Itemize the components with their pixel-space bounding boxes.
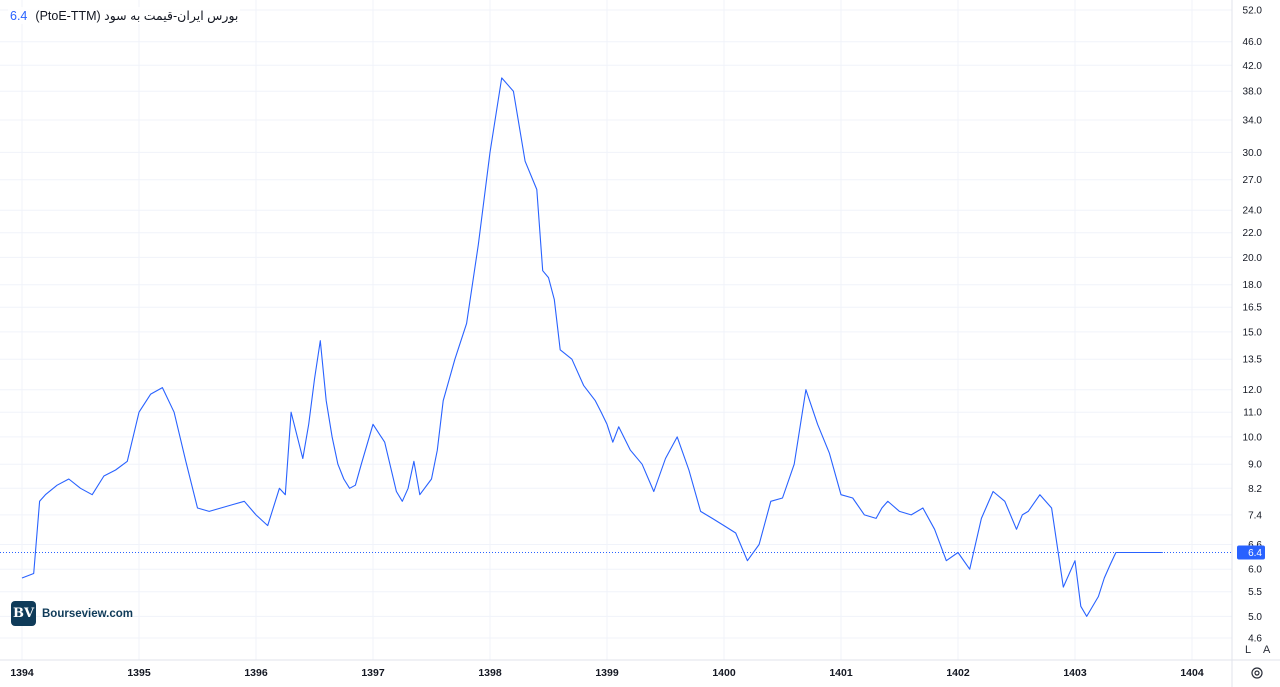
- series-line: [21, 77, 1163, 617]
- last-value-badge: [1237, 545, 1265, 560]
- series-line-layer: [0, 77, 1232, 617]
- grid: [0, 0, 1232, 660]
- x-axis: 1394 1395 1396 1397 1398 1399 1400 1401 1402 1403…: [0, 659, 1280, 679]
- x-tick-label: 1397: [361, 667, 385, 679]
- x-tick-label: 1394: [10, 667, 34, 679]
- y-tick-label: 15.0: [1243, 327, 1263, 338]
- y-tick-label: 7.4: [1248, 510, 1262, 521]
- y-tick-label: 52.0: [1243, 6, 1263, 17]
- y-tick-label: 6.0: [1248, 565, 1262, 576]
- y-tick-label: 24.0: [1243, 206, 1263, 217]
- x-tick-label: 1402: [946, 667, 970, 679]
- y-tick-label: 4.6: [1248, 634, 1262, 645]
- y-axis: 52.0 46.0 42.0 38.0 34.0 30.0 27.0 24.0 22.0 20.0…: [1231, 0, 1265, 687]
- x-tick-label: 1399: [595, 667, 619, 679]
- y-tick-label: 13.5: [1243, 355, 1263, 366]
- y-tick-label: 27.0: [1243, 175, 1263, 186]
- y-tick-label: 5.5: [1248, 587, 1262, 598]
- last-value-label: 6.4: [1248, 548, 1262, 559]
- y-tick-label: 46.0: [1243, 37, 1263, 48]
- x-tick-label: 1398: [478, 667, 502, 679]
- y-tick-label: 38.0: [1243, 87, 1263, 98]
- x-tick-label: 1395: [127, 667, 151, 679]
- legend: 6.4 بورس ایران-قیمت به سود (PtoE-TTM): [8, 7, 241, 24]
- y-tick-label: 9.0: [1248, 460, 1262, 471]
- y-tick-label: 42.0: [1243, 61, 1263, 72]
- bourseview-logo-icon: BV: [11, 601, 36, 626]
- watermark-text: Bourseview.com: [42, 607, 133, 620]
- y-tick-label: 12.0: [1243, 385, 1263, 396]
- x-tick-label: 1401: [829, 667, 853, 679]
- y-tick-label: 20.0: [1243, 253, 1263, 264]
- x-tick-label: 1404: [1180, 667, 1204, 679]
- settings-gear-icon[interactable]: [1250, 666, 1264, 680]
- y-tick-label: 11.0: [1243, 408, 1262, 419]
- y-tick-label: 22.0: [1243, 228, 1263, 239]
- x-tick-label: 1400: [712, 667, 736, 679]
- y-tick-label: 5.0: [1248, 612, 1262, 623]
- y-tick-label: 18.0: [1243, 280, 1263, 291]
- y-tick-label: 30.0: [1243, 148, 1263, 159]
- legend-value: 6.4: [10, 8, 28, 23]
- y-tick-label: 16.5: [1243, 303, 1263, 314]
- watermark-logo: BV Bourseview.com: [11, 601, 133, 626]
- y-tick-label: 10.0: [1243, 432, 1263, 443]
- legend-title: بورس ایران-قیمت به سود (PtoE-TTM): [35, 9, 239, 23]
- auto-scale-toggle[interactable]: A: [1263, 644, 1271, 656]
- x-tick-label: 1396: [244, 667, 268, 679]
- log-scale-toggle[interactable]: L: [1245, 644, 1252, 656]
- x-tick-label: 1403: [1063, 667, 1087, 679]
- y-tick-label: 8.2: [1248, 484, 1262, 495]
- y-tick-label: 34.0: [1243, 116, 1263, 127]
